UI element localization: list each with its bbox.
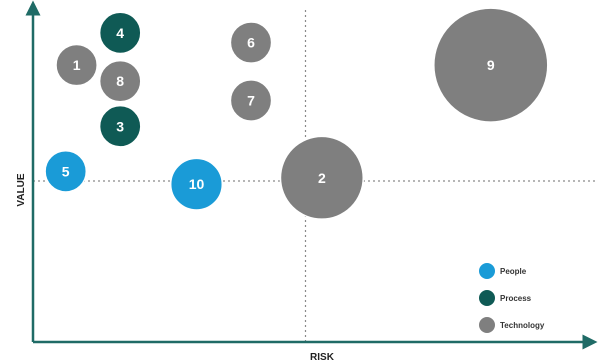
bubble-10: 10 [169, 157, 224, 211]
bubble-3: 3 [98, 104, 142, 148]
bubble-marker [44, 149, 88, 193]
bubble-layer: 1 2 3 4 5 6 7 8 9 10 [44, 7, 549, 220]
legend-label: Technology [500, 321, 545, 330]
bubble-8: 8 [98, 59, 142, 103]
bubble-marker [229, 21, 273, 64]
bubble-label: 4 [116, 25, 124, 41]
bubble-marker [98, 104, 142, 148]
bubble-label: 1 [73, 57, 81, 73]
bubble-marker [55, 43, 98, 87]
bubble-marker [169, 157, 224, 211]
bubble-marker [98, 11, 142, 55]
bubble-label: 9 [487, 57, 495, 73]
bubble-marker [279, 135, 365, 220]
x-axis-title: RISK [310, 352, 335, 363]
legend-item-process: Process [479, 290, 532, 306]
y-axis-title: VALUE [16, 173, 27, 206]
bubble-label: 10 [189, 176, 205, 192]
bubble-label: 2 [318, 170, 326, 186]
bubble-marker [229, 79, 273, 122]
bubble-label: 5 [62, 163, 70, 179]
bubble-5: 5 [44, 149, 88, 193]
bubble-marker [433, 7, 549, 123]
bubble-6: 6 [229, 21, 273, 64]
bubble-2: 2 [279, 135, 365, 220]
legend-item-people: People [479, 263, 527, 279]
legend-label: Process [500, 294, 532, 303]
bubble-label: 8 [116, 73, 124, 89]
legend: People Process Technology [479, 263, 545, 333]
bubble-9: 9 [433, 7, 549, 123]
bubble-1: 1 [55, 43, 98, 87]
legend-swatch [479, 290, 495, 306]
bubble-label: 6 [247, 35, 255, 51]
bubble-label: 3 [116, 118, 124, 134]
legend-swatch [479, 263, 495, 279]
bubble-label: 7 [247, 93, 255, 109]
legend-swatch [479, 317, 495, 333]
bubble-marker [98, 59, 142, 103]
legend-label: People [500, 267, 527, 276]
bubble-4: 4 [98, 11, 142, 55]
bubble-7: 7 [229, 79, 273, 122]
legend-item-technology: Technology [479, 317, 545, 333]
